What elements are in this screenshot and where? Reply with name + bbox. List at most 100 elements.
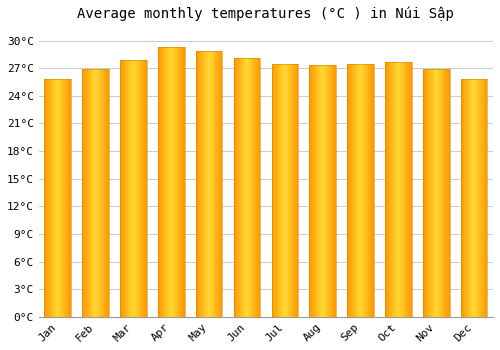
Bar	[217, 51, 218, 317]
Bar	[50, 79, 51, 317]
Bar	[283, 64, 284, 317]
Bar	[473, 79, 474, 317]
Bar	[49, 79, 50, 317]
Bar	[290, 64, 291, 317]
Bar	[122, 60, 123, 317]
Bar	[370, 64, 371, 317]
Bar	[357, 64, 358, 317]
Bar	[65, 79, 66, 317]
Bar	[167, 47, 168, 317]
Bar	[68, 79, 69, 317]
Bar	[44, 79, 71, 317]
Bar	[423, 69, 424, 317]
Bar	[431, 69, 432, 317]
Bar	[63, 79, 64, 317]
Bar	[121, 60, 122, 317]
Bar	[424, 69, 425, 317]
Bar	[145, 60, 146, 317]
Bar	[196, 51, 197, 317]
Bar	[364, 64, 365, 317]
Bar	[160, 47, 162, 317]
Bar	[239, 58, 240, 317]
Bar	[91, 69, 92, 317]
Bar	[178, 47, 179, 317]
Bar	[238, 58, 239, 317]
Bar	[88, 69, 90, 317]
Bar	[166, 47, 167, 317]
Bar	[241, 58, 242, 317]
Bar	[274, 64, 275, 317]
Bar	[286, 64, 288, 317]
Bar	[132, 60, 134, 317]
Bar	[319, 64, 320, 317]
Bar	[387, 62, 388, 317]
Bar	[316, 64, 318, 317]
Bar	[474, 79, 475, 317]
Bar	[246, 58, 247, 317]
Bar	[326, 64, 327, 317]
Bar	[183, 47, 184, 317]
Bar	[180, 47, 181, 317]
Bar	[363, 64, 364, 317]
Bar	[314, 64, 315, 317]
Bar	[392, 62, 393, 317]
Bar	[144, 60, 145, 317]
Bar	[315, 64, 316, 317]
Bar	[285, 64, 286, 317]
Bar	[332, 64, 334, 317]
Bar	[311, 64, 312, 317]
Bar	[100, 69, 101, 317]
Bar	[176, 47, 178, 317]
Bar	[90, 69, 91, 317]
Bar	[138, 60, 140, 317]
Bar	[292, 64, 293, 317]
Bar	[334, 64, 335, 317]
Bar	[360, 64, 362, 317]
Bar	[280, 64, 281, 317]
Bar	[245, 58, 246, 317]
Bar	[426, 69, 428, 317]
Bar	[393, 62, 394, 317]
Bar	[210, 51, 211, 317]
Bar	[293, 64, 294, 317]
Bar	[322, 64, 324, 317]
Bar	[211, 51, 212, 317]
Bar	[277, 64, 278, 317]
Bar	[94, 69, 96, 317]
Bar	[66, 79, 68, 317]
Bar	[439, 69, 440, 317]
Bar	[135, 60, 136, 317]
Bar	[181, 47, 182, 317]
Bar	[216, 51, 217, 317]
Bar	[442, 69, 444, 317]
Bar	[253, 58, 254, 317]
Bar	[318, 64, 319, 317]
Bar	[220, 51, 222, 317]
Bar	[70, 79, 71, 317]
Bar	[131, 60, 132, 317]
Bar	[480, 79, 481, 317]
Bar	[330, 64, 332, 317]
Bar	[236, 58, 238, 317]
Bar	[54, 79, 55, 317]
Bar	[481, 79, 482, 317]
Bar	[327, 64, 328, 317]
Bar	[158, 47, 184, 317]
Bar	[248, 58, 249, 317]
Bar	[438, 69, 439, 317]
Bar	[126, 60, 128, 317]
Bar	[120, 60, 146, 317]
Bar	[475, 79, 476, 317]
Bar	[242, 58, 244, 317]
Bar	[179, 47, 180, 317]
Bar	[447, 69, 448, 317]
Bar	[462, 79, 464, 317]
Bar	[206, 51, 208, 317]
Title: Average monthly temperatures (°C ) in Núi Sập: Average monthly temperatures (°C ) in Nú…	[78, 7, 454, 21]
Bar	[400, 62, 401, 317]
Bar	[275, 64, 276, 317]
Bar	[142, 60, 143, 317]
Bar	[440, 69, 442, 317]
Bar	[470, 79, 472, 317]
Bar	[385, 62, 411, 317]
